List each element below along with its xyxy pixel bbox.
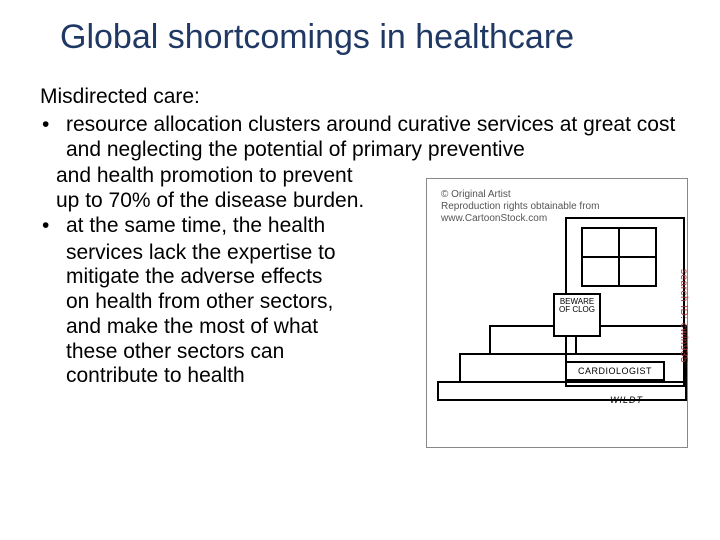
watermark-side: search ID: cwln935 bbox=[678, 269, 689, 363]
slide: Global shortcomings in healthcare Misdir… bbox=[0, 0, 720, 540]
cartoon-signpost bbox=[575, 337, 577, 355]
cartoon-sign-cardio: CARDIOLOGIST bbox=[565, 361, 665, 381]
bullet-marker: • bbox=[40, 113, 66, 138]
cartoon-step bbox=[437, 381, 687, 401]
bullet-marker: • bbox=[40, 214, 66, 239]
cartoon-image: © Original Artist Reproduction rights ob… bbox=[426, 178, 688, 448]
watermark-line: © Original Artist bbox=[441, 189, 599, 201]
bullet-item: • resource allocation clusters around cu… bbox=[40, 113, 680, 163]
cartoon-window bbox=[581, 227, 657, 287]
cartoon-drawing: © Original Artist Reproduction rights ob… bbox=[433, 185, 681, 441]
cartoon-sign-beware: BEWARE OF CLOG bbox=[553, 293, 601, 337]
subheading: Misdirected care: bbox=[40, 85, 680, 110]
cartoon-artist-signature: WILDT bbox=[610, 395, 643, 405]
watermark-line: Reproduction rights obtainable from bbox=[441, 201, 599, 213]
page-title: Global shortcomings in healthcare bbox=[60, 18, 680, 57]
bullet-text: resource allocation clusters around cura… bbox=[66, 113, 680, 163]
